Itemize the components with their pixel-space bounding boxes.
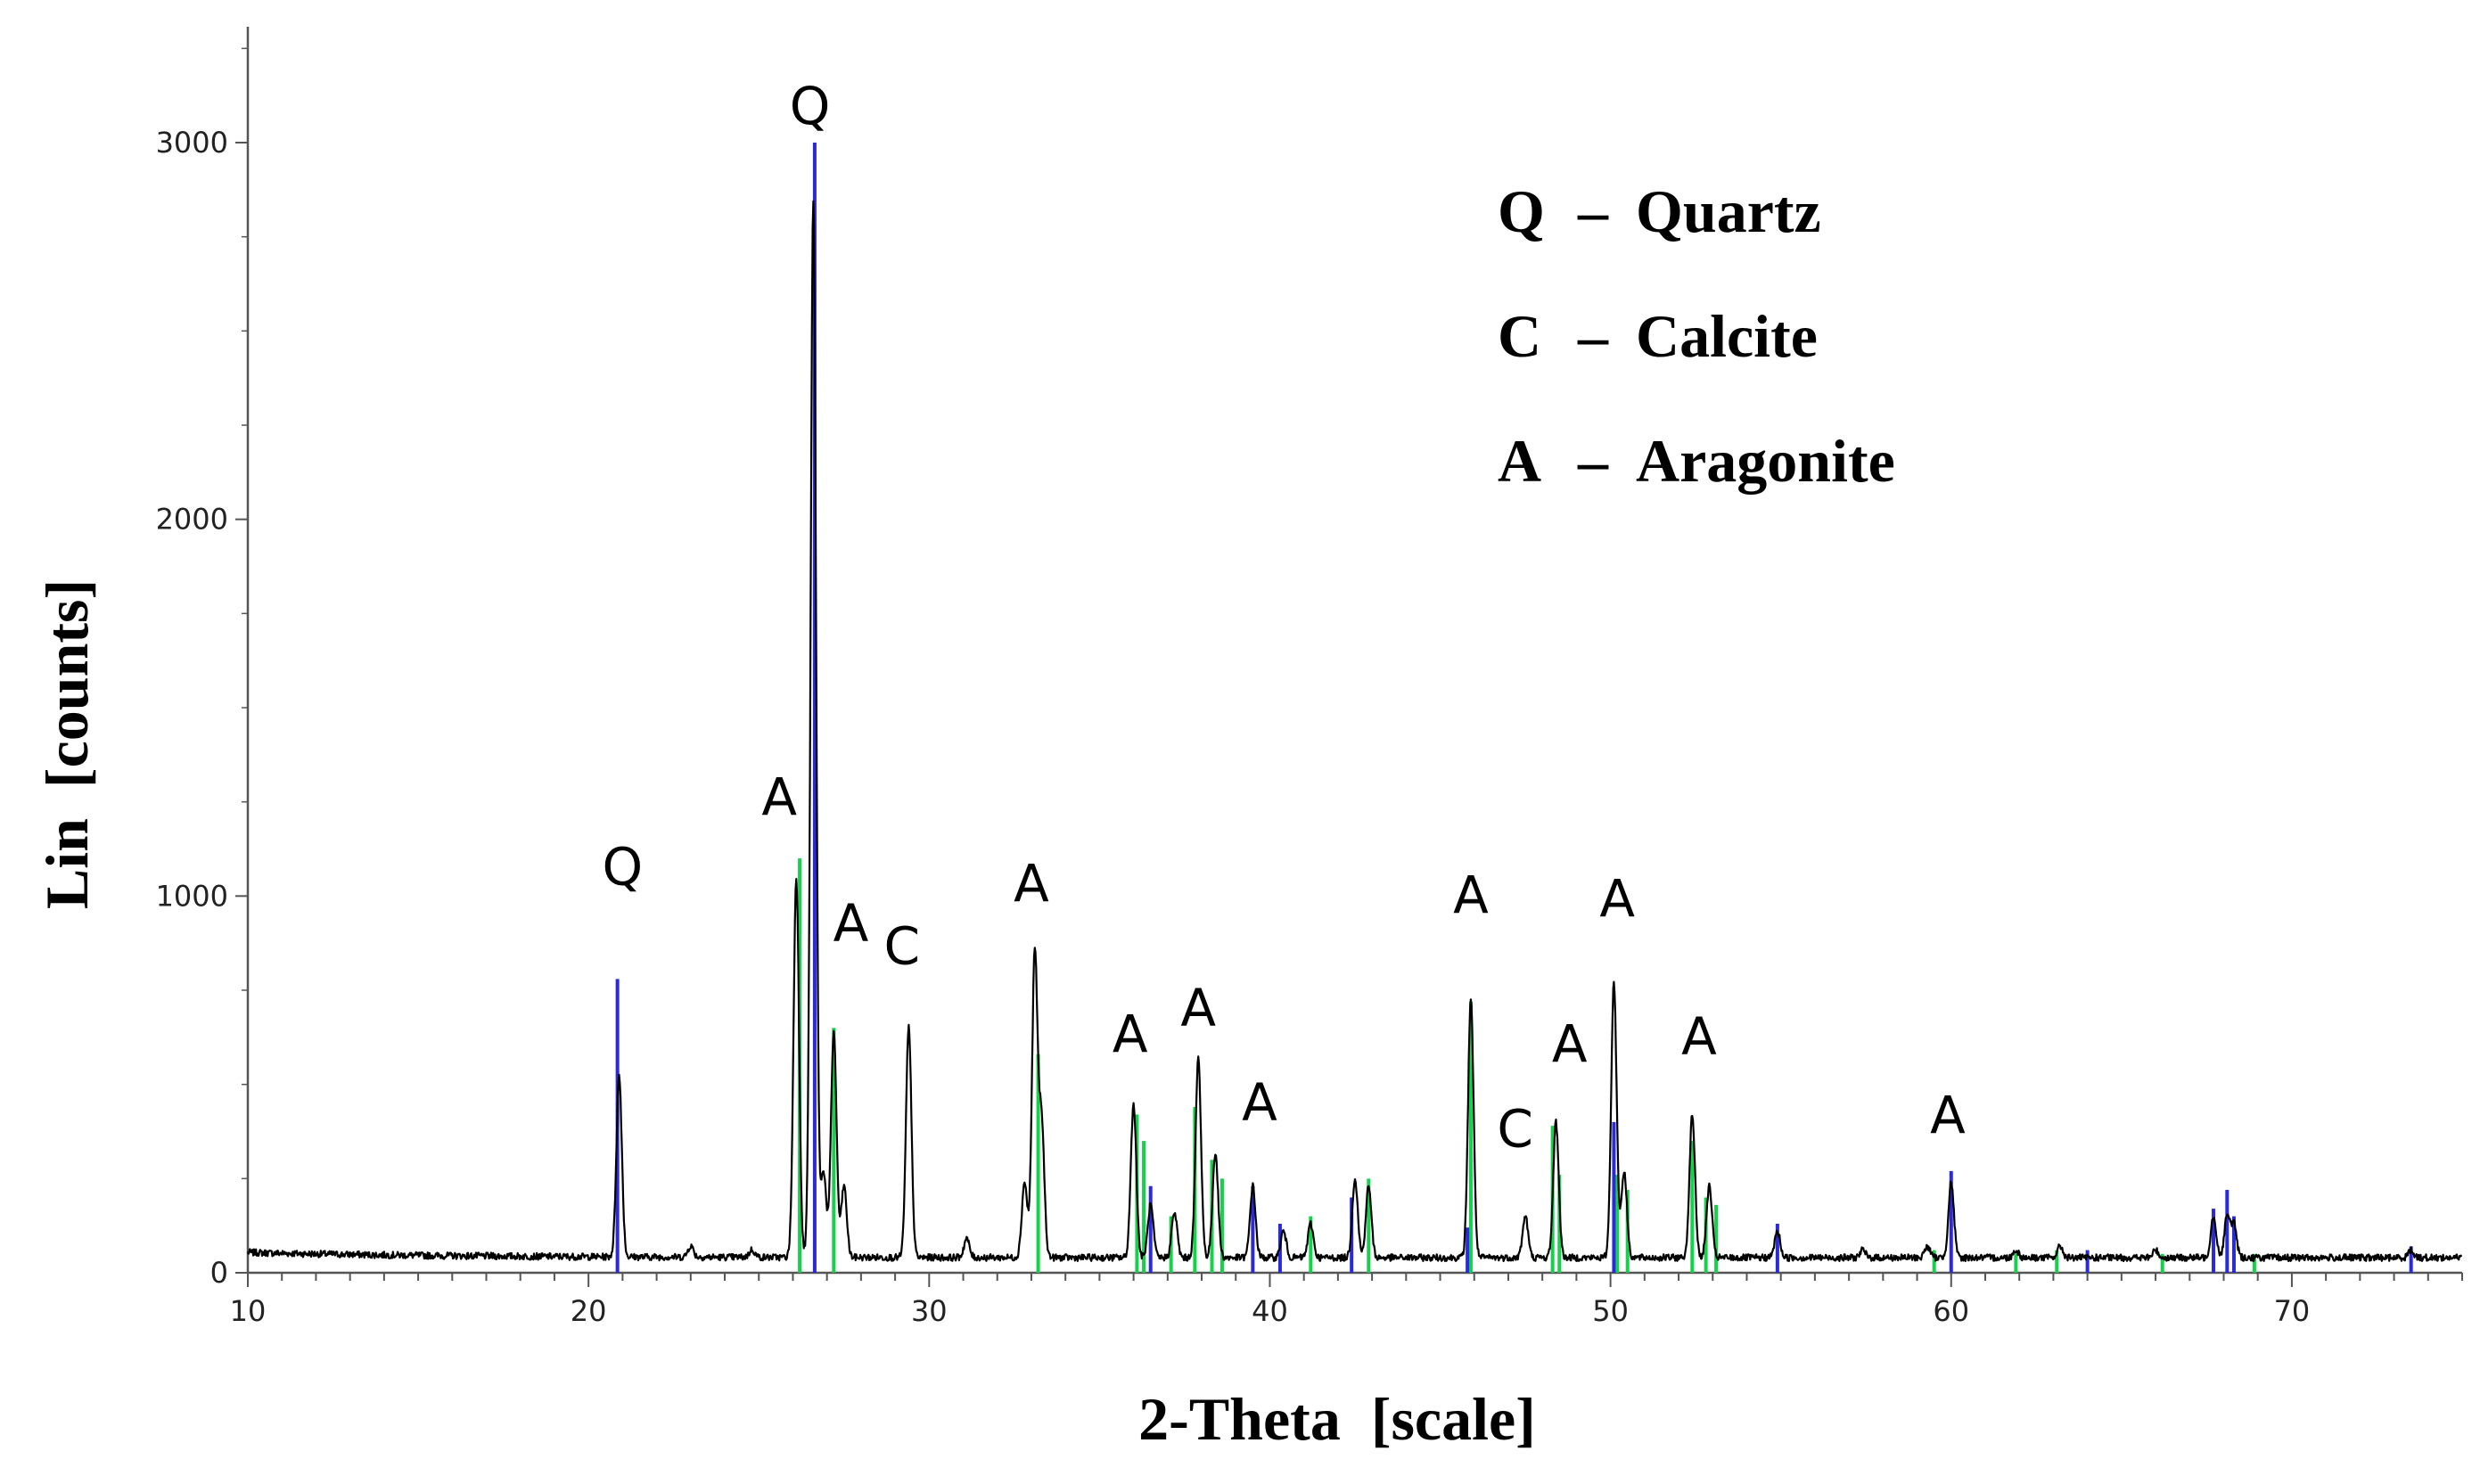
legend-symbol: C <box>1498 302 1541 370</box>
x-tick-label: 20 <box>571 1294 607 1328</box>
peak-label: A <box>1242 1072 1277 1133</box>
x-tick-label: 60 <box>1933 1294 1969 1328</box>
peak-label: A <box>1552 1013 1588 1074</box>
axes <box>235 27 2463 1287</box>
y-axis-title: Lin [counts] <box>33 579 101 909</box>
legend-dash: – <box>1577 177 1609 245</box>
legend-symbol: Q <box>1498 177 1545 245</box>
peak-label: A <box>1599 869 1635 930</box>
x-tick-label: 10 <box>230 1294 267 1328</box>
legend-dash: – <box>1577 427 1609 495</box>
peak-label: C <box>1497 1098 1533 1159</box>
peak-label: A <box>1453 865 1489 925</box>
legend-entry-name: Calcite <box>1636 302 1818 370</box>
peak-label: C <box>883 915 920 976</box>
peak-label: A <box>1113 1004 1148 1065</box>
x-axis-title: 2-Theta [scale] <box>1138 1385 1536 1453</box>
peak-label: A <box>834 893 869 954</box>
peak-label: Q <box>603 837 644 898</box>
tick-labels: 10 20 30 40 50 60 70 0 1000 2000 3000 <box>156 126 2311 1328</box>
y-tick-label: 2000 <box>156 503 228 537</box>
x-tick-label: 70 <box>2274 1294 2311 1328</box>
y-tick-label: 3000 <box>156 126 228 160</box>
y-tick-label: 0 <box>210 1256 228 1290</box>
green-reference-sticks <box>798 858 2256 1273</box>
x-tick-label: 50 <box>1592 1294 1629 1328</box>
peak-label: A <box>1014 854 1049 914</box>
peak-label: A <box>1180 978 1216 1038</box>
legend-symbol: A <box>1498 427 1541 495</box>
peak-label: A <box>1930 1086 1966 1146</box>
diffraction-pattern-line <box>246 200 2463 1262</box>
y-tick-label: 1000 <box>156 879 228 913</box>
peak-label: Q <box>790 76 831 136</box>
peak-label: A <box>761 767 797 827</box>
legend-entry-name: Quartz <box>1636 177 1821 245</box>
legend-entry-name: Aragonite <box>1636 427 1895 495</box>
legend-dash: – <box>1577 302 1609 370</box>
x-tick-label: 40 <box>1252 1294 1288 1328</box>
x-tick-label: 30 <box>911 1294 948 1328</box>
peak-label: A <box>1681 1006 1717 1067</box>
